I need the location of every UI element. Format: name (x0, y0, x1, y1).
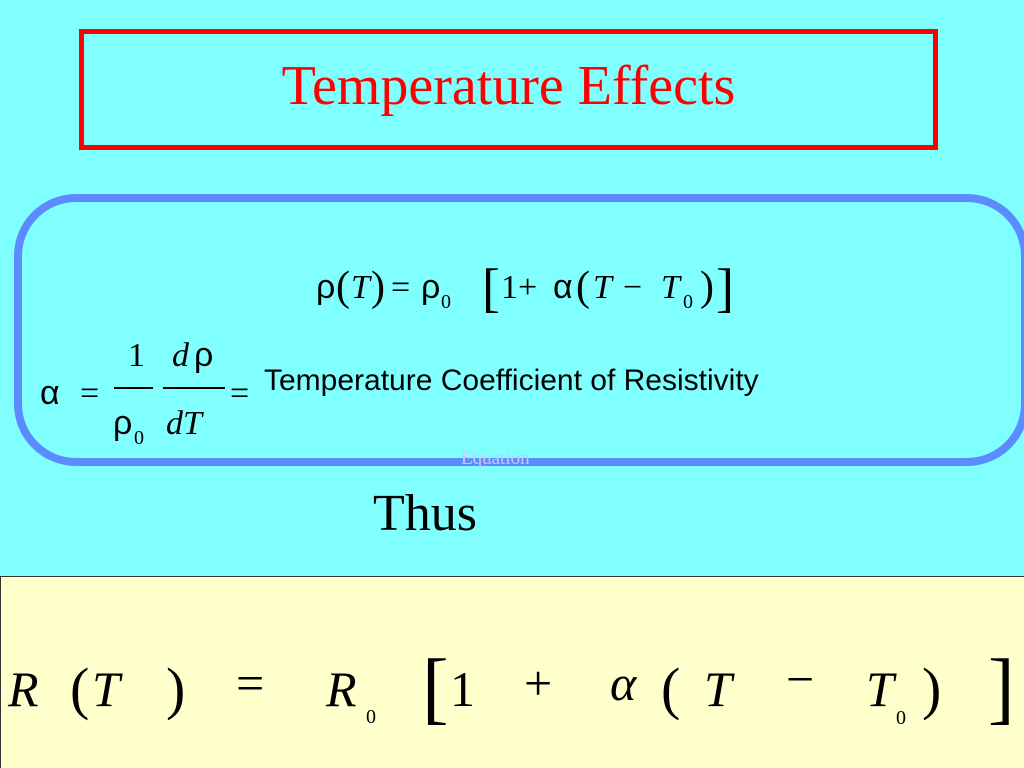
equation-box (14, 194, 1024, 466)
ghost-equation-label: Equation (461, 448, 530, 469)
result-R0-sub: 0 (366, 706, 376, 728)
number-one: 1 (501, 269, 518, 306)
result-variable-T-2: T (704, 661, 735, 717)
title-box: Temperature Effects (79, 29, 938, 150)
alpha-def-equals-2: = (230, 375, 249, 412)
variable-T: T (351, 269, 372, 306)
resistance-R: R (7, 661, 39, 717)
variable-T-2: T (593, 269, 614, 306)
result-alpha: α (610, 655, 638, 711)
result-open-paren: ( (70, 656, 89, 721)
open-bracket: [ (482, 258, 500, 318)
result-panel (0, 576, 1024, 768)
result-T0-sub: 0 (896, 707, 906, 729)
fraction2-denominator: dT (166, 405, 204, 442)
slide-title: Temperature Effects (281, 54, 736, 117)
close-paren: ) (371, 264, 385, 310)
coefficient-label: Temperature Coefficient of Resistivity (264, 364, 759, 397)
connector-text: Thus (373, 485, 477, 542)
result-number-one: 1 (450, 661, 475, 717)
rho0-base: ρ (421, 268, 440, 306)
fraction2-numerator-rho: ρ (194, 336, 213, 374)
minus-sign: − (623, 269, 642, 306)
open-paren: ( (336, 264, 350, 310)
equals-sign: = (391, 269, 410, 306)
result-T0-base: T (866, 661, 897, 717)
result-close-bracket: ] (988, 644, 1015, 732)
open-paren-2: ( (576, 264, 590, 310)
fraction1-denominator-base: ρ (113, 404, 132, 442)
rho0-sub: 0 (441, 291, 451, 313)
plus-sign: + (518, 269, 537, 306)
alpha-def-equals: = (80, 375, 99, 412)
alpha-def-symbol: α (40, 374, 60, 412)
result-open-paren-2: ( (661, 656, 680, 721)
result-plus: + (524, 655, 552, 711)
result-equals: = (236, 655, 264, 711)
result-variable-T: T (92, 661, 123, 717)
fraction2-numerator-d: d (172, 337, 190, 374)
close-bracket: ] (716, 258, 734, 318)
close-paren-2: ) (700, 264, 714, 310)
T0-base: T (661, 269, 682, 306)
fraction1-denominator-sub: 0 (134, 427, 144, 449)
alpha-symbol: α (553, 268, 573, 306)
result-R0-base: R (325, 661, 357, 717)
result-close-paren-2: ) (922, 656, 941, 721)
fraction1-numerator: 1 (128, 337, 145, 374)
result-open-bracket: [ (422, 644, 449, 732)
result-minus: − (786, 651, 814, 707)
rho-symbol: ρ (316, 268, 335, 306)
result-close-paren: ) (166, 656, 185, 721)
T0-sub: 0 (683, 291, 693, 313)
